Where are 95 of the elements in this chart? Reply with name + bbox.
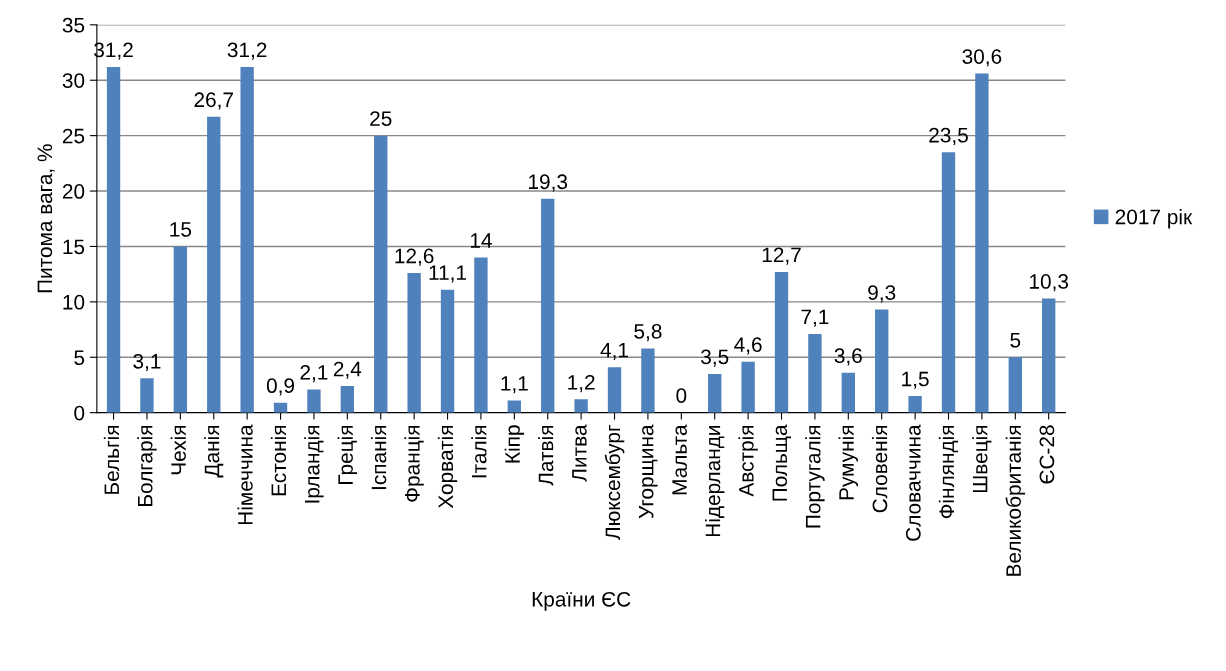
x-tick-label: Франція: [404, 425, 424, 502]
bar: [106, 66, 121, 413]
x-tick-label: Болгарія: [137, 425, 157, 506]
x-tick-label: Польща: [772, 424, 792, 501]
data-label: 4,1: [600, 343, 628, 361]
data-label: 2,1: [300, 364, 328, 383]
y-tick-label: 35: [62, 17, 85, 33]
data-label: 5,8: [634, 323, 662, 342]
bar: [808, 333, 822, 413]
bar: [774, 271, 789, 413]
bar: [1008, 357, 1022, 413]
y-tick-label: 25: [62, 128, 85, 144]
bar: [440, 289, 455, 413]
y-tick-label: 5: [74, 350, 85, 366]
data-label: 15: [170, 222, 192, 237]
x-tick-label: Словенія: [872, 425, 888, 513]
y-tick-label: 15: [63, 239, 85, 255]
x-tick-label: Латвія: [538, 425, 554, 486]
bar: [340, 386, 355, 413]
bar: [741, 361, 755, 413]
bar: [607, 367, 622, 413]
data-label: 19,3: [529, 174, 568, 192]
data-label: 23,5: [929, 127, 968, 146]
bar: [574, 399, 588, 413]
bar: [207, 116, 221, 413]
x-tick-label: Румунія: [838, 425, 859, 500]
bar: [407, 273, 421, 413]
x-tick-label: Чехія: [170, 425, 186, 475]
data-label: 9,3: [868, 285, 896, 303]
bar: [708, 373, 722, 413]
x-tick-label: Великобританія: [1005, 425, 1026, 576]
bar: [941, 152, 956, 413]
y-tick-label: 20: [62, 184, 85, 199]
data-label: 5: [1010, 333, 1021, 348]
bar: [1042, 298, 1056, 413]
bar: [908, 396, 922, 413]
x-axis-title: Країни ЄС: [532, 591, 631, 611]
x-tick-label: Італія: [471, 425, 487, 478]
bar: [307, 389, 321, 413]
x-tick-label: Люксембург: [604, 425, 625, 540]
data-label: 2,4: [333, 361, 362, 379]
data-label: 4,6: [734, 337, 762, 355]
data-label: 3,1: [133, 353, 161, 372]
bar: [173, 246, 188, 413]
x-tick-label: Нідерланди: [705, 425, 725, 537]
x-tick-label: Швеція: [972, 425, 992, 493]
x-tick-label: Греція: [337, 425, 358, 484]
x-tick-label: Ірландія: [304, 425, 324, 503]
x-tick-label: Португалія: [805, 425, 825, 528]
data-label: 1,2: [568, 374, 595, 393]
data-label: 26,7: [194, 92, 233, 110]
x-tick-label: Фінляндія: [938, 425, 959, 519]
x-tick-label: Угорщина: [638, 424, 658, 519]
x-tick-label: Кіпр: [504, 425, 525, 463]
data-label: 0,9: [266, 378, 295, 396]
data-label: 3,5: [701, 349, 729, 367]
x-tick-label: Мальта: [672, 424, 687, 495]
y-tick-label: 30: [62, 73, 85, 88]
y-tick-label: 10: [63, 294, 85, 310]
x-tick-label: Литва: [572, 424, 587, 482]
x-tick-label: Словаччина: [905, 424, 921, 541]
x-tick-label: Данія: [204, 425, 224, 478]
bar: [641, 348, 655, 413]
data-label: 1,1: [501, 376, 528, 394]
x-tick-label: Бельгія: [103, 425, 120, 494]
data-label: 3,6: [834, 348, 862, 366]
data-label: 11,1: [429, 265, 467, 283]
x-tick-label: Німеччина: [237, 424, 253, 525]
data-label: 14: [470, 233, 492, 248]
data-label: 12,7: [762, 247, 801, 265]
y-tick-label: 0: [74, 405, 85, 421]
data-label: 30,6: [962, 49, 1002, 67]
bar: [374, 135, 388, 413]
x-tick-label: Іспанія: [371, 425, 387, 490]
bar: [140, 378, 154, 413]
data-label: 1,5: [902, 371, 929, 389]
bar: [875, 309, 889, 413]
bar: [541, 198, 555, 413]
data-label: 31,2: [227, 42, 267, 60]
data-label: 25: [370, 111, 392, 126]
data-label: 12,6: [395, 248, 434, 266]
x-tick-label: Естонія: [270, 425, 287, 496]
bar: [474, 257, 488, 413]
bar: [841, 372, 855, 413]
bar: [240, 66, 254, 413]
bar: [507, 400, 522, 413]
data-label: 10,3: [1030, 274, 1069, 292]
legend-label: 2017 рік: [1115, 209, 1193, 229]
x-tick-label: ЄС-28: [1039, 425, 1055, 484]
y-axis-title: Питома вага, %: [37, 144, 55, 293]
data-label: 7,1: [801, 309, 829, 327]
data-label: 0: [676, 388, 687, 403]
bar: [975, 73, 989, 413]
x-tick-label: Хорватія: [437, 425, 458, 509]
x-tick-label: Австрія: [738, 425, 758, 497]
